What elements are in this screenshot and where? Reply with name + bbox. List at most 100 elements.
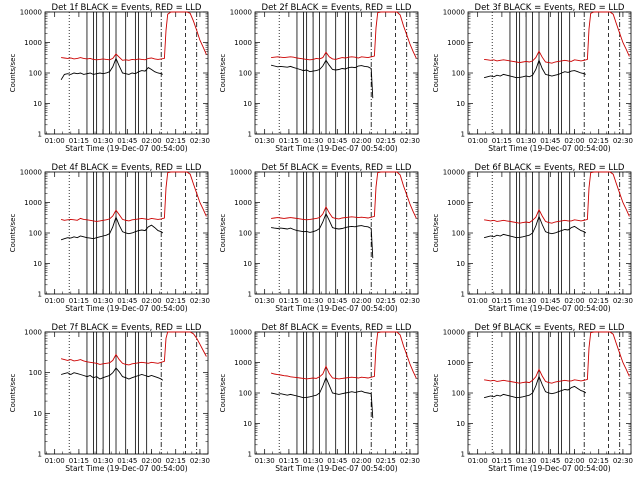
x-tick-label: 01:30 <box>93 297 113 305</box>
panel-9: Det 9f BLACK = Events, RED = LLD 1 10 100 10… <box>432 323 633 473</box>
x-tick-label: 01:45 <box>117 297 137 305</box>
x-tick-label: 02:30 <box>400 137 420 145</box>
panel-title: Det 3f BLACK = Events, RED = LLD <box>475 3 625 13</box>
panel-1: Det 1f BLACK = Events, RED = LLD 1 10 100 10… <box>9 3 210 153</box>
y-tick-label: 1 <box>38 291 42 299</box>
y-tick-label: 1000 <box>24 39 42 47</box>
y-tick-label: 10 <box>456 260 465 268</box>
y-tick-label: 1 <box>248 131 252 139</box>
events-series-line <box>60 57 163 81</box>
y-tick-label: 10 <box>456 420 465 428</box>
y-tick-label: 100 <box>452 230 465 238</box>
plot-frame <box>44 331 209 455</box>
y-tick-label: 1 <box>461 131 465 139</box>
y-tick-label: 10000 <box>230 329 252 337</box>
y-tick-label: 1 <box>38 131 42 139</box>
x-tick-label: 02:15 <box>589 297 609 305</box>
y-axis-label: Counts/sec <box>9 374 17 413</box>
x-tick-label: 02:00 <box>351 137 371 145</box>
y-tick-label: 10000 <box>20 169 42 177</box>
x-tick-label: 01:00 <box>45 297 65 305</box>
lld-series-line <box>60 171 207 222</box>
y-axis-label: Counts/sec <box>432 214 440 253</box>
x-axis-label: Start Time (19-Dec-07 00:54:00) <box>65 304 187 313</box>
y-tick-label: 100 <box>239 230 252 238</box>
x-tick-label: 01:45 <box>540 137 560 145</box>
panel-5: Det 5f BLACK = Events, RED = LLD 1 10 100 10… <box>219 163 420 313</box>
events-series-line <box>271 376 374 419</box>
x-tick-label: 02:30 <box>400 297 420 305</box>
x-tick-label: 01:00 <box>468 457 488 465</box>
events-series-line <box>271 212 374 259</box>
y-tick-label: 1 <box>38 451 42 459</box>
y-tick-label: 10 <box>33 260 42 268</box>
events-series-line <box>60 215 164 241</box>
y-tick-label: 1 <box>248 451 252 459</box>
x-tick-label: 02:30 <box>613 457 633 465</box>
x-tick-label: 01:30 <box>255 457 275 465</box>
x-axis-label: Start Time (19-Dec-07 00:54:00) <box>488 144 610 153</box>
x-tick-label: 02:15 <box>166 457 186 465</box>
y-tick-label: 10 <box>243 420 252 428</box>
panel-3: Det 3f BLACK = Events, RED = LLD 1 10 100 10… <box>432 3 633 153</box>
x-tick-label: 01:00 <box>468 297 488 305</box>
lld-series-line <box>271 11 417 61</box>
y-tick-label: 1000 <box>447 359 465 367</box>
x-tick-label: 02:30 <box>190 457 210 465</box>
x-tick-label: 01:45 <box>327 297 347 305</box>
x-tick-label: 01:00 <box>45 457 65 465</box>
y-tick-label: 1 <box>248 291 252 299</box>
x-tick-label: 01:15 <box>492 297 512 305</box>
lld-series-line <box>271 171 417 221</box>
x-tick-label: 01:15 <box>492 137 512 145</box>
panel-title: Det 1f BLACK = Events, RED = LLD <box>52 3 202 13</box>
x-tick-label: 02:15 <box>166 137 186 145</box>
x-tick-label: 02:00 <box>141 457 161 465</box>
x-tick-label: 01:30 <box>303 457 323 465</box>
panel-title: Det 9f BLACK = Events, RED = LLD <box>475 323 625 333</box>
events-series-line <box>60 367 164 381</box>
x-tick-label: 01:30 <box>303 297 323 305</box>
panel-title: Det 4f BLACK = Events, RED = LLD <box>52 163 202 173</box>
y-axis-label: Counts/sec <box>432 374 440 413</box>
x-tick-label: 02:15 <box>589 457 609 465</box>
x-tick-label: 02:00 <box>564 137 584 145</box>
y-tick-label: 10000 <box>443 329 465 337</box>
y-tick-label: 1000 <box>234 359 252 367</box>
panel-2: Det 2f BLACK = Events, RED = LLD 1 10 100 10… <box>219 3 420 153</box>
y-tick-label: 1000 <box>234 39 252 47</box>
y-tick-label: 1000 <box>24 329 42 337</box>
panel-title: Det 8f BLACK = Events, RED = LLD <box>262 323 412 333</box>
y-tick-label: 10 <box>243 260 252 268</box>
y-tick-label: 1000 <box>447 39 465 47</box>
x-tick-label: 01:15 <box>279 297 299 305</box>
x-tick-label: 02:00 <box>351 297 371 305</box>
x-tick-label: 02:00 <box>351 457 371 465</box>
panel-title: Det 7f BLACK = Events, RED = LLD <box>52 323 202 333</box>
x-axis-label: Start Time (19-Dec-07 00:54:00) <box>275 144 397 153</box>
y-tick-label: 10000 <box>443 9 465 17</box>
y-axis-label: Counts/sec <box>432 54 440 93</box>
events-series-line <box>483 215 587 239</box>
x-axis-label: Start Time (19-Dec-07 00:54:00) <box>488 304 610 313</box>
x-tick-label: 01:15 <box>69 137 89 145</box>
x-tick-label: 01:15 <box>279 457 299 465</box>
x-tick-label: 01:30 <box>516 137 536 145</box>
x-tick-label: 02:30 <box>613 297 633 305</box>
x-tick-label: 01:45 <box>117 137 137 145</box>
x-tick-label: 02:00 <box>141 297 161 305</box>
x-tick-label: 01:30 <box>93 457 113 465</box>
y-tick-label: 10 <box>33 410 42 418</box>
y-tick-label: 100 <box>29 230 42 238</box>
x-tick-label: 01:30 <box>516 297 536 305</box>
y-tick-label: 100 <box>452 390 465 398</box>
lld-series-line <box>484 331 630 384</box>
x-tick-label: 01:15 <box>69 297 89 305</box>
x-tick-label: 01:30 <box>516 457 536 465</box>
y-tick-label: 1000 <box>234 199 252 207</box>
panel-title: Det 2f BLACK = Events, RED = LLD <box>262 3 412 13</box>
x-axis-label: Start Time (19-Dec-07 00:54:00) <box>275 304 397 313</box>
x-tick-label: 01:45 <box>540 457 560 465</box>
y-tick-label: 10000 <box>230 169 252 177</box>
panel-8: Det 8f BLACK = Events, RED = LLD 1 10 100 10… <box>219 323 420 473</box>
